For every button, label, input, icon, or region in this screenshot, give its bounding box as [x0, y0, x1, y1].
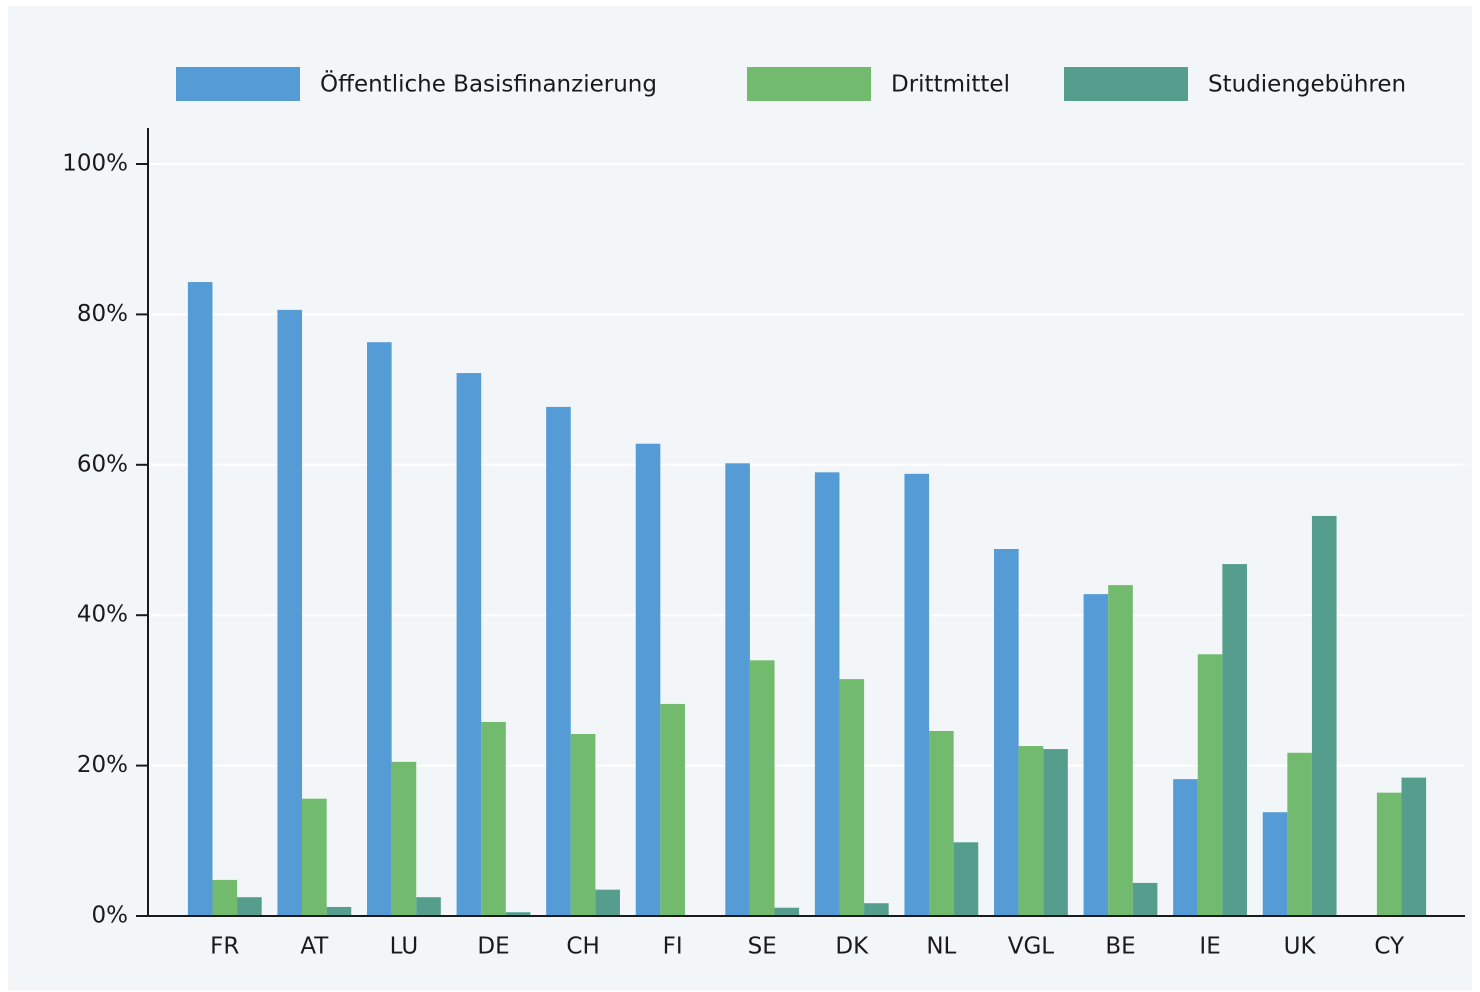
bar — [456, 373, 482, 916]
x-tick-label: NL — [926, 934, 956, 960]
y-tick-label: 60% — [77, 451, 128, 477]
x-tick-label: FR — [210, 934, 239, 960]
legend-swatch — [747, 67, 871, 101]
bar — [391, 761, 417, 916]
bar — [1197, 654, 1223, 916]
x-tick-label: UK — [1284, 934, 1317, 960]
bar — [302, 798, 327, 916]
bar — [416, 897, 441, 916]
bar — [326, 906, 352, 916]
y-tick-label: 0% — [92, 903, 129, 929]
bar — [505, 912, 531, 916]
bar — [1132, 882, 1158, 916]
bar — [660, 703, 685, 916]
x-tick-label: CH — [566, 934, 599, 960]
x-tick-label: BE — [1105, 934, 1135, 960]
bar — [212, 879, 238, 916]
bar — [635, 443, 661, 916]
bar — [864, 903, 889, 916]
bar — [929, 731, 954, 916]
bar — [774, 907, 800, 916]
bar — [1311, 515, 1337, 916]
bar — [1401, 777, 1427, 916]
bar — [725, 463, 750, 916]
bar — [1018, 746, 1044, 916]
bar — [994, 549, 1019, 916]
bar — [481, 721, 506, 916]
bar — [1287, 752, 1312, 916]
bar — [546, 406, 571, 916]
y-tick-label: 100% — [62, 151, 128, 177]
bar — [904, 473, 930, 916]
bar — [1376, 792, 1402, 916]
bar — [277, 309, 303, 916]
bar — [367, 342, 392, 916]
bar — [1222, 564, 1247, 916]
x-tick-label: AT — [300, 934, 329, 960]
bar — [187, 282, 213, 917]
y-tick-label: 20% — [77, 752, 128, 778]
x-tick-label: LU — [390, 934, 419, 960]
x-tick-label: IE — [1199, 934, 1220, 960]
y-tick-label: 80% — [77, 301, 128, 327]
x-tick-label: FI — [663, 934, 683, 960]
x-tick-label: DE — [477, 934, 509, 960]
y-tick-label: 40% — [77, 602, 128, 628]
bar — [595, 889, 620, 916]
bar — [749, 660, 775, 916]
legend-swatch — [1064, 67, 1188, 101]
bar — [1173, 779, 1198, 916]
bar — [953, 842, 979, 916]
bar — [1083, 594, 1109, 916]
x-tick-label: SE — [748, 934, 777, 960]
legend-swatch — [176, 67, 300, 101]
x-tick-label: CY — [1374, 934, 1405, 960]
bar — [1262, 812, 1288, 916]
bar — [237, 897, 262, 916]
bar — [839, 679, 865, 916]
bar — [814, 472, 840, 916]
legend-label: Drittmittel — [891, 72, 1010, 98]
bar — [1108, 585, 1133, 916]
x-tick-label: DK — [835, 934, 869, 960]
bar — [570, 734, 596, 916]
legend-label: Öffentliche Basisfinanzierung — [320, 70, 657, 98]
legend-label: Studiengebühren — [1208, 72, 1406, 98]
bar — [1043, 749, 1068, 916]
x-tick-label: VGL — [1008, 934, 1055, 960]
